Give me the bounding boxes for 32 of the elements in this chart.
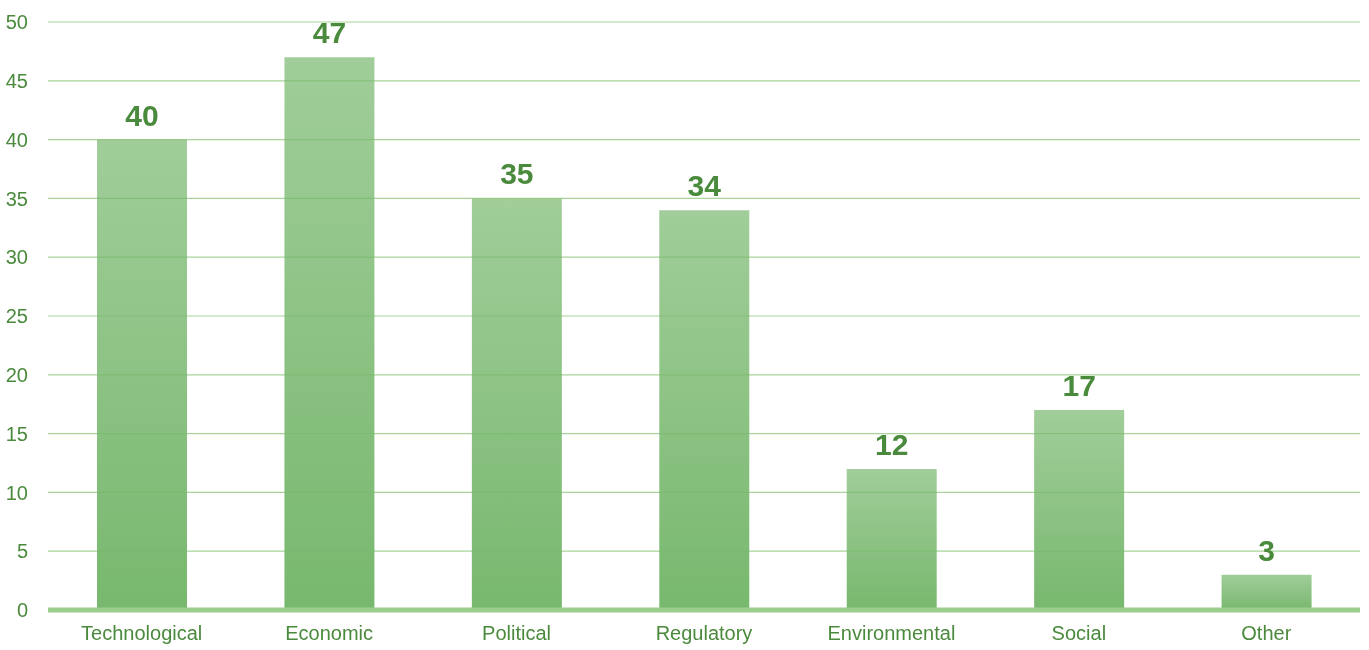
y-tick-label: 25: [5, 305, 28, 328]
y-tick-label: 15: [5, 422, 28, 445]
y-tick-label: 45: [5, 69, 28, 92]
data-label: 17: [1062, 369, 1096, 403]
data-label: 12: [875, 427, 909, 461]
data-label: 34: [687, 169, 722, 203]
x-tick-label: Political: [482, 622, 552, 645]
y-tick-label: 50: [5, 11, 28, 34]
bar: [284, 57, 375, 610]
y-tick-label: 10: [5, 481, 28, 504]
bar: [1034, 410, 1125, 610]
y-tick-label: 35: [5, 187, 28, 210]
x-tick-label: Regulatory: [655, 622, 753, 645]
x-tick-label: Economic: [285, 622, 374, 645]
bar: [471, 198, 562, 610]
bar: [97, 139, 187, 610]
data-label: 3: [1258, 533, 1275, 567]
x-tick-label: Technological: [81, 622, 203, 645]
bar: [659, 210, 750, 610]
bar: [846, 468, 937, 610]
y-tick-label: 20: [5, 363, 28, 386]
y-tick-label: 40: [5, 128, 28, 151]
y-tick-label: 0: [16, 599, 28, 622]
x-tick-label: Other: [1241, 622, 1292, 645]
data-label: 47: [312, 16, 347, 50]
y-tick-label: 5: [16, 540, 28, 563]
y-tick-label: 30: [5, 246, 28, 269]
bar: [1221, 574, 1312, 610]
data-label: 35: [500, 157, 534, 191]
x-tick-label: Social: [1051, 622, 1107, 645]
data-label: 40: [125, 98, 159, 132]
x-tick-label: Environmental: [827, 622, 956, 645]
